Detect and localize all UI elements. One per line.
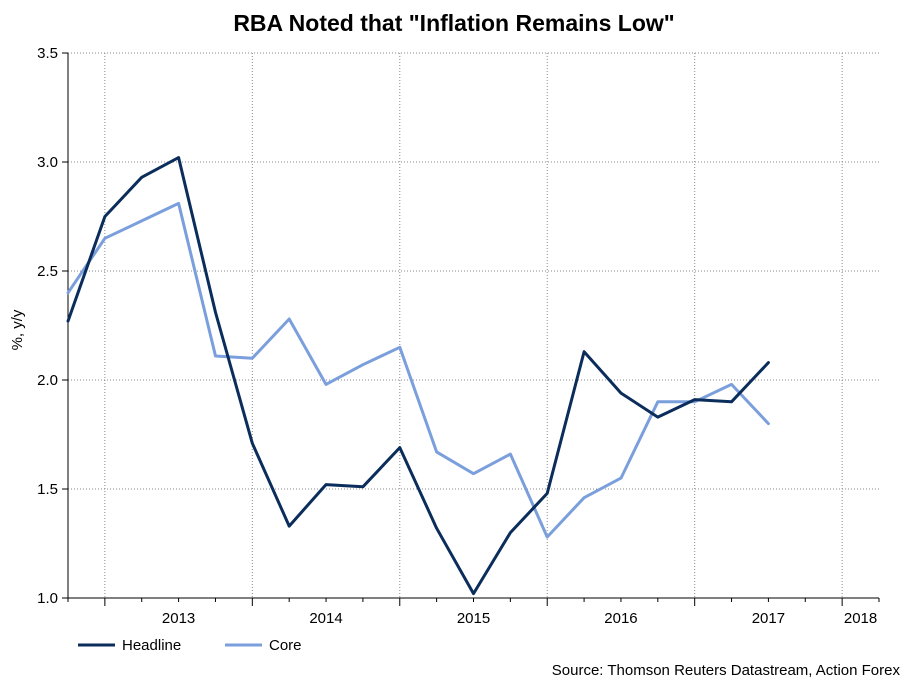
x-tick-label: 2017 xyxy=(752,610,785,627)
x-tick-label: 2016 xyxy=(604,610,637,627)
y-axis-label: %, y/y xyxy=(9,309,26,350)
y-tick-label: 2.5 xyxy=(37,263,58,280)
x-tick-label: 2018 xyxy=(844,610,877,627)
source-note: Source: Thomson Reuters Datastream, Acti… xyxy=(552,662,901,679)
legend-label-headline: Headline xyxy=(122,637,181,654)
grid-lines xyxy=(68,52,879,599)
legend-label-core: Core xyxy=(269,637,302,654)
x-axis-ticks: 2013 2014 2015 2016 2017 2018 xyxy=(67,598,880,627)
series-line-headline xyxy=(66,156,770,596)
legend: Headline Core xyxy=(78,637,302,654)
chart-title: RBA Noted that "Inflation Remains Low" xyxy=(233,10,674,36)
y-tick-label: 3.5 xyxy=(37,45,58,62)
series-group xyxy=(66,156,770,596)
y-tick-label: 3.0 xyxy=(37,154,58,171)
x-tick-label: 2015 xyxy=(457,610,490,627)
x-tick-label: 2013 xyxy=(162,610,195,627)
axes xyxy=(67,53,879,599)
y-axis-ticks: 1.0 1.5 2.0 2.5 3.0 3.5 xyxy=(37,45,68,607)
x-tick-label: 2014 xyxy=(309,610,342,627)
y-tick-label: 1.5 xyxy=(37,481,58,498)
y-tick-label: 2.0 xyxy=(37,372,58,389)
y-tick-label: 1.0 xyxy=(37,590,58,607)
